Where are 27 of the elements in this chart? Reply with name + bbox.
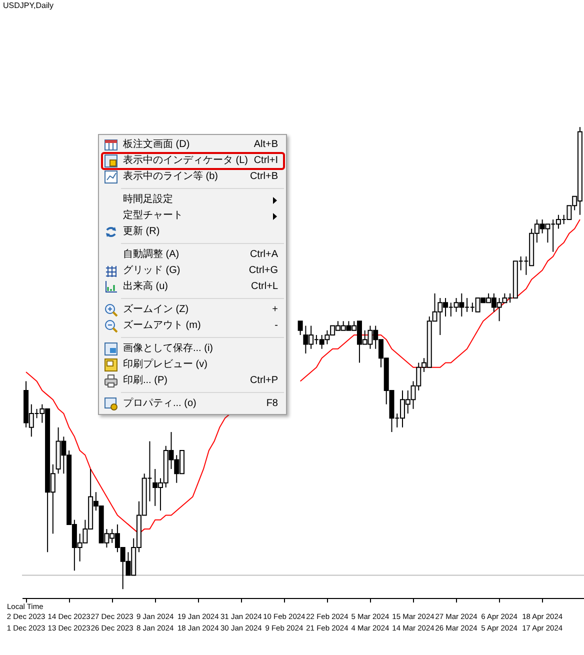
chart-title: USDJPY,Daily: [3, 1, 54, 10]
annotation: 表示中のインディケータ (L): [123, 154, 248, 168]
annotation: 印刷プレビュー (v): [123, 358, 208, 372]
annotation: 印刷... (P): [123, 374, 168, 388]
annotation: Alt+B: [254, 138, 278, 152]
annotation: 出来高 (u): [123, 280, 168, 294]
annotation: 画像として保存... (i): [123, 342, 213, 356]
annotation: -: [274, 319, 278, 333]
annotation: 自動調整 (A): [123, 248, 180, 262]
annotation: F8: [266, 397, 278, 411]
annotation: ズームイン (Z): [123, 303, 189, 317]
annotation: 表示中のライン等 (b): [123, 170, 218, 184]
candlestick: [298, 320, 303, 336]
annotation: 定型チャート: [123, 208, 183, 223]
annotation: 更新 (R): [123, 224, 160, 239]
annotation: Ctrl+A: [250, 248, 278, 262]
annotation: +: [272, 303, 278, 317]
annotation: プロパティ... (o): [123, 396, 196, 411]
annotation: Ctrl+G: [248, 264, 278, 278]
annotation: Ctrl+B: [250, 170, 278, 184]
annotation: Ctrl+P: [250, 374, 278, 388]
annotation: Ctrl+L: [251, 280, 278, 294]
annotation: 時間足設定: [123, 192, 173, 207]
annotation: Ctrl+I: [254, 154, 278, 168]
annotation: ズームアウト (m): [123, 319, 201, 333]
annotation: 板注文画面 (D): [123, 138, 190, 152]
annotation: グリッド (G): [123, 264, 180, 278]
